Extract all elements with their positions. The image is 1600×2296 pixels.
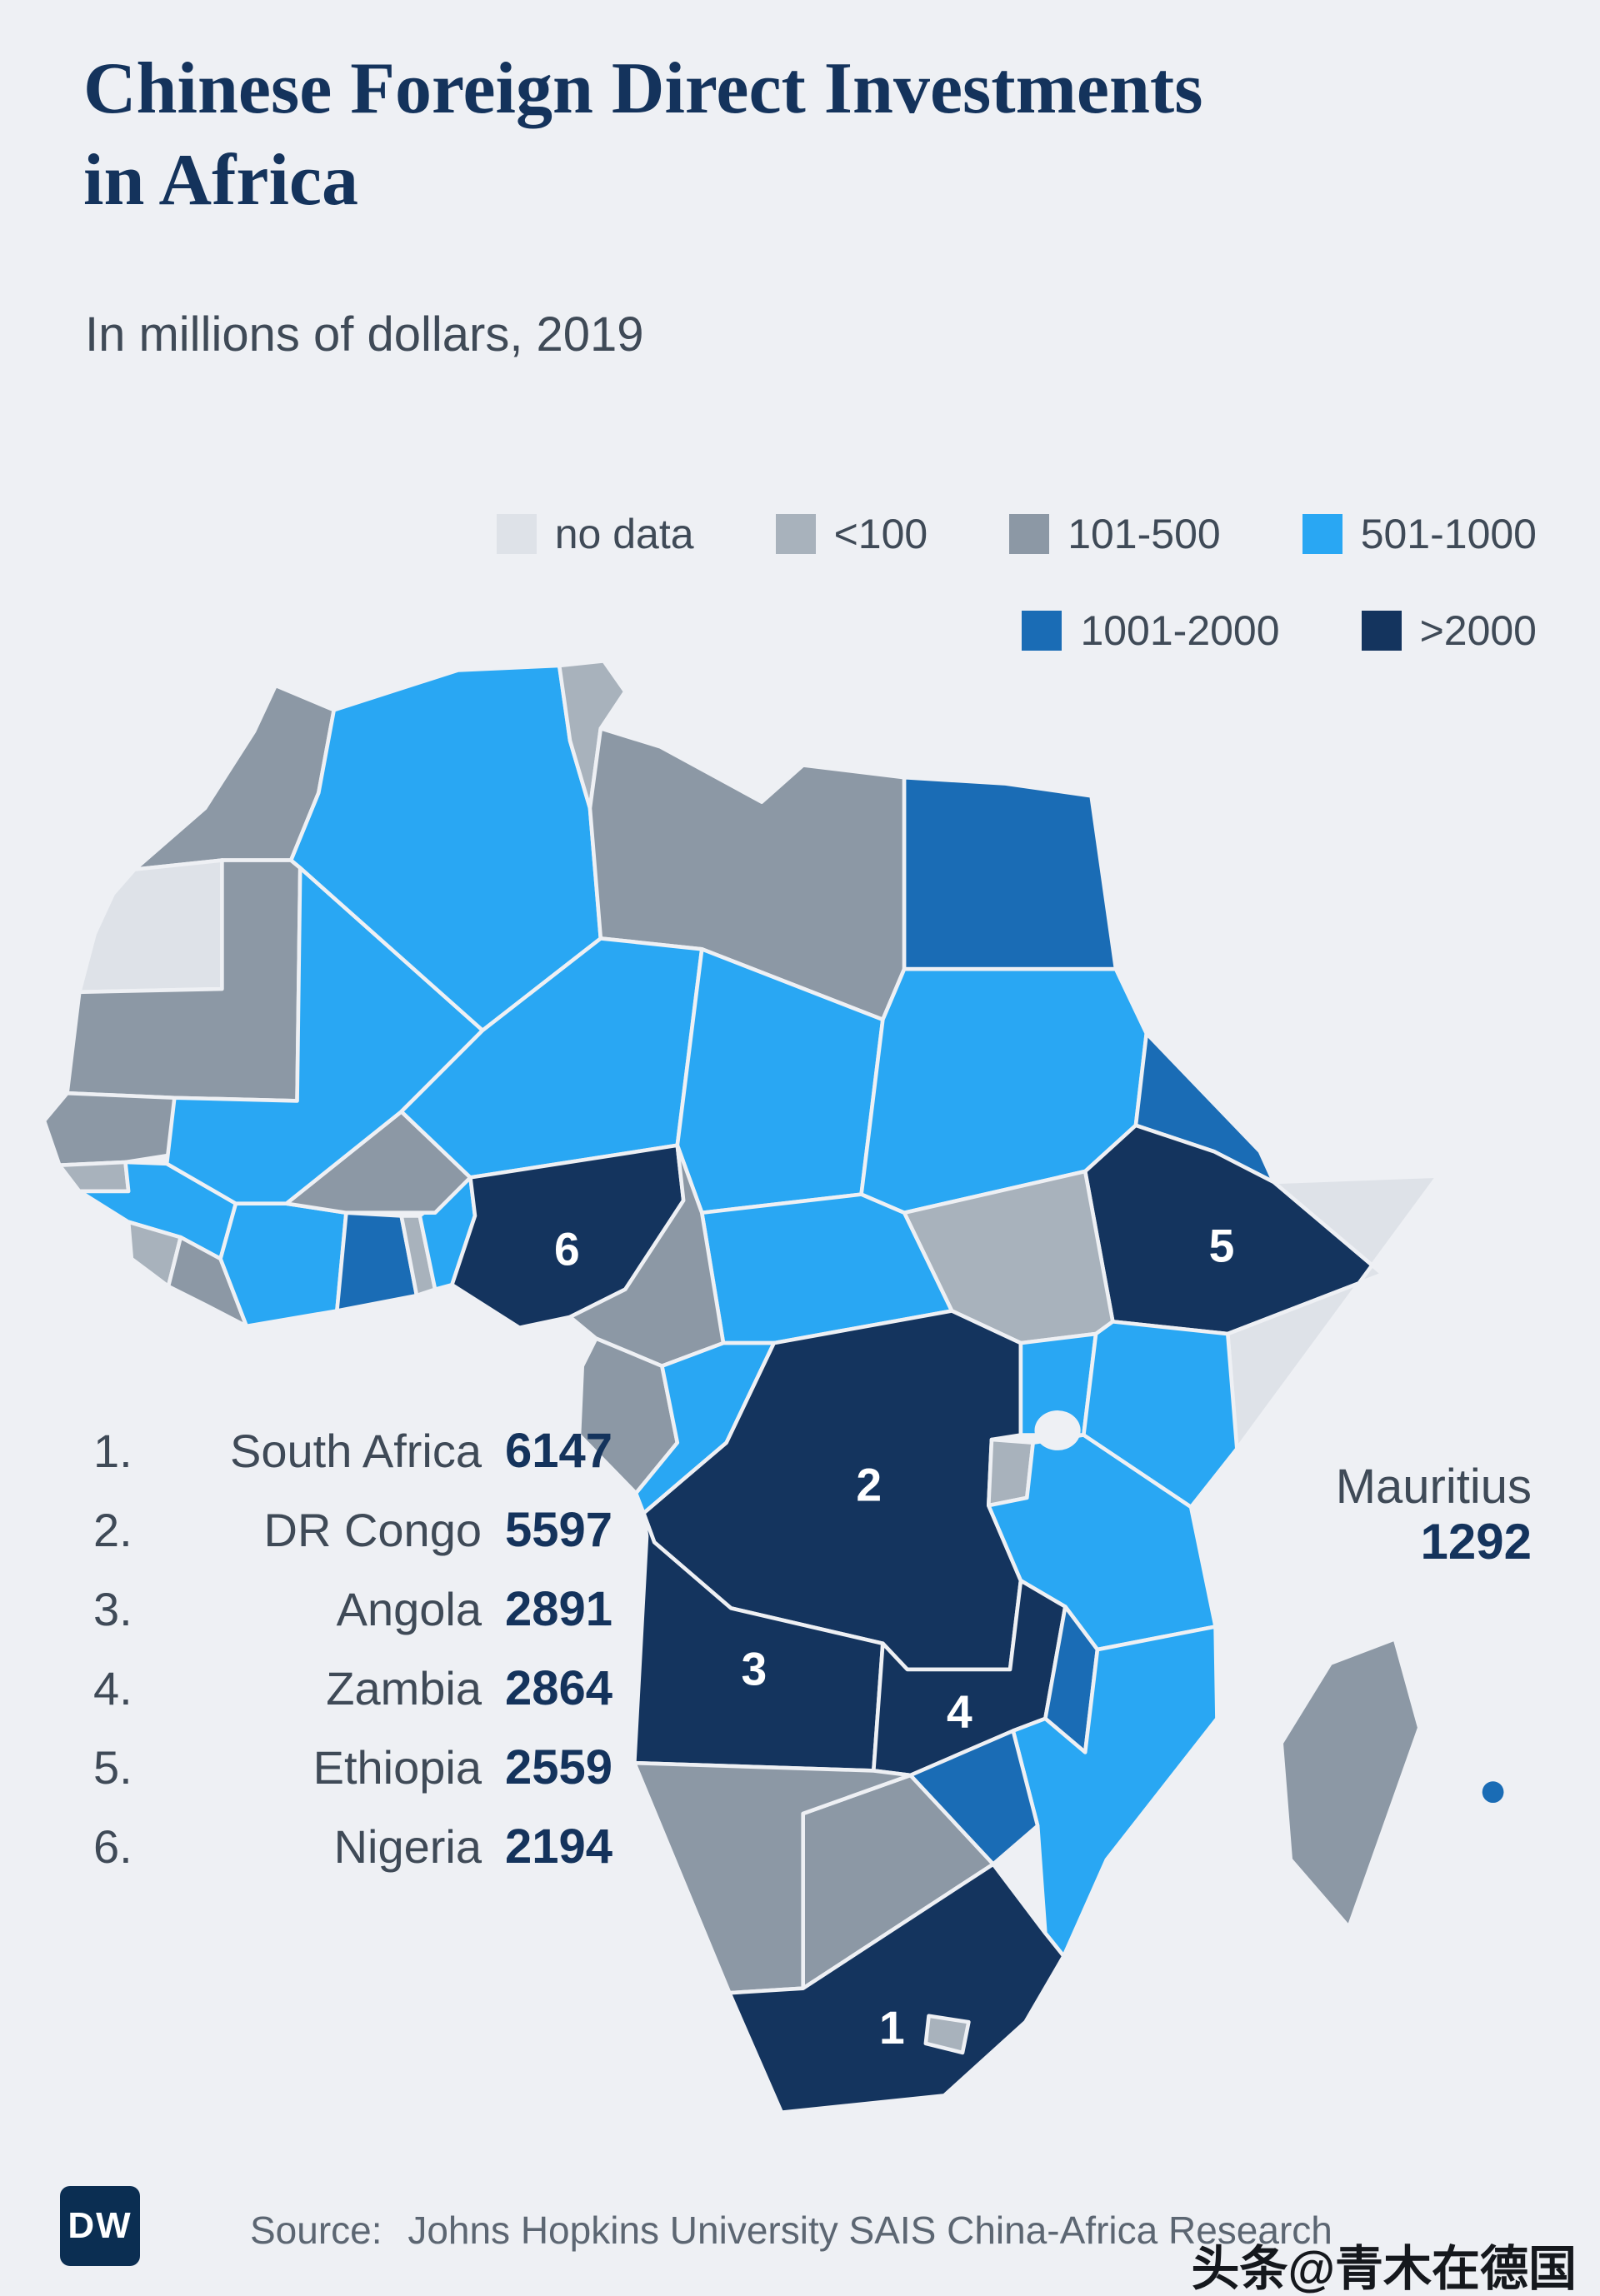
map-label-nigeria: 6 — [554, 1223, 580, 1275]
legend-item-1001-2000: 1001-2000 — [1022, 606, 1280, 655]
page-subtitle: In millions of dollars, 2019 — [85, 307, 644, 362]
rank-country: DR Congo — [263, 1504, 482, 1556]
country-mauritius-dot — [1482, 1781, 1504, 1804]
rank-country: South Africa — [230, 1425, 482, 1477]
legend-item-501-1000: 501-1000 — [1302, 510, 1537, 558]
rank-value: 2559 — [505, 1740, 613, 1794]
legend-item-101-500: 101-500 — [1009, 510, 1221, 558]
legend-swatch-101-500 — [1009, 514, 1050, 554]
rank-number: 3. — [93, 1583, 132, 1635]
map-label-ethiopia: 5 — [1209, 1220, 1235, 1272]
legend-swatch-501-1000 — [1302, 514, 1342, 554]
country-egypt — [902, 775, 1118, 971]
rank-country: Angola — [336, 1583, 482, 1635]
rank-row-6: 6. Nigeria 2194 — [93, 1819, 612, 1898]
dw-logo: DW — [60, 2186, 140, 2266]
rank-number: 1. — [93, 1425, 132, 1477]
rank-value: 2864 — [505, 1661, 613, 1715]
africa-choropleth-svg: 1 2 3 4 5 6 — [42, 659, 1504, 2114]
watermark-text: 头条@青木在德国 — [1191, 2242, 1577, 2296]
rank-number: 2. — [93, 1504, 132, 1556]
map-label-dr-congo: 2 — [856, 1460, 882, 1511]
rank-country: Ethiopia — [312, 1741, 482, 1794]
rank-value: 5597 — [505, 1503, 613, 1557]
rank-row-4: 4. Zambia 2864 — [93, 1660, 612, 1739]
lake-victoria — [1034, 1410, 1081, 1450]
legend-item-gt-2000: >2000 — [1361, 606, 1537, 655]
mauritius-name: Mauritius — [1335, 1460, 1532, 1514]
legend-swatch-lt-100 — [775, 514, 816, 554]
rank-value: 2194 — [505, 1819, 613, 1874]
rank-number: 4. — [93, 1662, 132, 1715]
country-madagascar — [1279, 1636, 1422, 1929]
country-south-africa — [728, 1862, 1066, 2114]
legend-label: 501-1000 — [1360, 511, 1537, 557]
source-label: Source: — [250, 2209, 382, 2252]
rank-country: Zambia — [326, 1662, 482, 1715]
rank-row-3: 3. Angola 2891 — [93, 1581, 612, 1660]
mauritius-value: 1292 — [1420, 1514, 1532, 1570]
rank-country: Nigeria — [333, 1820, 482, 1873]
mauritius-callout: Mauritius 1292 — [1336, 1460, 1532, 1570]
legend-item-lt-100: <100 — [775, 510, 928, 558]
ranking-list: 1. South Africa 6147 2. DR Congo 5597 3.… — [93, 1423, 612, 1898]
legend-row-2: 1001-2000 >2000 — [1022, 606, 1537, 655]
rank-value: 2891 — [505, 1582, 613, 1636]
legend-swatch-gt-2000 — [1361, 611, 1402, 651]
legend-label: 1001-2000 — [1080, 607, 1280, 654]
country-lesotho — [923, 2014, 971, 2055]
map-label-zambia: 4 — [947, 1686, 972, 1738]
page-title: Chinese Foreign Direct Investments in Af… — [83, 43, 1202, 227]
africa-map: 1 2 3 4 5 6 — [33, 646, 1567, 2148]
title-line-2: in Africa — [83, 140, 358, 221]
legend: no data <100 101-500 501-1000 1001-2000 — [496, 510, 1537, 655]
country-cote-divoire — [218, 1201, 348, 1329]
legend-label: no data — [554, 511, 694, 557]
legend-swatch-no-data — [496, 514, 537, 554]
country-western-sahara — [77, 858, 224, 995]
country-liberia — [166, 1235, 249, 1329]
rank-value: 6147 — [505, 1424, 613, 1478]
country-senegal — [42, 1091, 177, 1167]
legend-item-no-data: no data — [496, 510, 694, 558]
source-line: Source: Johns Hopkins University SAIS Ch… — [250, 2208, 1332, 2253]
rank-row-1: 1. South Africa 6147 — [93, 1423, 612, 1502]
map-label-south-africa: 1 — [879, 2002, 905, 2054]
country-guinea-bissau — [58, 1160, 131, 1194]
rank-row-5: 5. Ethiopia 2559 — [93, 1739, 612, 1819]
legend-label: 101-500 — [1068, 511, 1221, 557]
source-text: Johns Hopkins University SAIS China-Afri… — [408, 2209, 1332, 2252]
rank-number: 6. — [93, 1820, 132, 1873]
legend-label: >2000 — [1419, 607, 1537, 654]
rank-number: 5. — [93, 1741, 132, 1794]
legend-label: <100 — [833, 511, 928, 557]
legend-row-1: no data <100 101-500 501-1000 — [496, 510, 1537, 558]
map-label-angola: 3 — [741, 1643, 767, 1695]
title-line-1: Chinese Foreign Direct Investments — [83, 48, 1203, 129]
rank-row-2: 2. DR Congo 5597 — [93, 1502, 612, 1581]
legend-swatch-1001-2000 — [1022, 611, 1062, 651]
